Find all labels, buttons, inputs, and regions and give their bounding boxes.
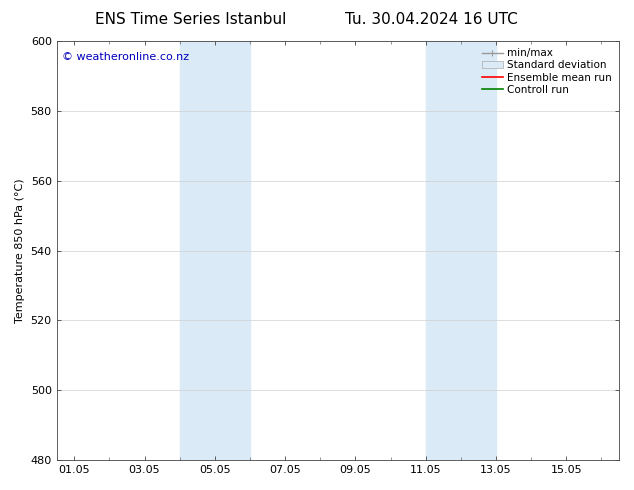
Text: Tu. 30.04.2024 16 UTC: Tu. 30.04.2024 16 UTC xyxy=(345,12,517,27)
Bar xyxy=(179,41,250,460)
Legend: min/max, Standard deviation, Ensemble mean run, Controll run: min/max, Standard deviation, Ensemble me… xyxy=(480,46,614,97)
Bar xyxy=(425,41,496,460)
Text: © weatheronline.co.nz: © weatheronline.co.nz xyxy=(62,51,190,62)
Y-axis label: Temperature 850 hPa (°C): Temperature 850 hPa (°C) xyxy=(15,178,25,323)
Text: ENS Time Series Istanbul: ENS Time Series Istanbul xyxy=(94,12,286,27)
